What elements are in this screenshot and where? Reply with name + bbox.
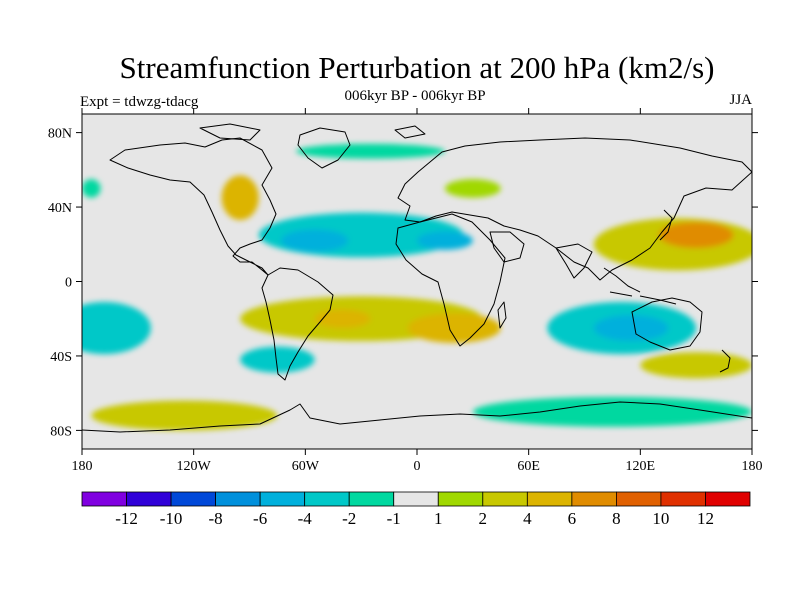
- experiment-label: Expt = tdwzg-tdacg: [80, 94, 199, 110]
- map-background: [82, 114, 752, 449]
- coastline-africa: [395, 213, 506, 347]
- colorbar-label: -8: [209, 509, 223, 528]
- colorbar-swatch: [304, 491, 350, 507]
- colorbar-label: -12: [115, 509, 138, 528]
- plot-title: Streamfunction Perturbation at 200 hPa (…: [119, 50, 715, 85]
- coastline-new-zealand: [719, 349, 731, 373]
- colorbar-swatch: [215, 491, 261, 507]
- colorbar-swatch: [571, 491, 617, 507]
- coastline-arctic-islands: [199, 123, 426, 141]
- colorbar-swatch: [348, 491, 395, 507]
- coastline-madagascar: [497, 301, 507, 329]
- coastline-india: [555, 243, 593, 279]
- lat-tick-label: 80S: [50, 424, 72, 439]
- coastline-north-america: [109, 137, 277, 276]
- colorbar-label: -6: [253, 509, 267, 528]
- colorbar-swatch: [393, 491, 439, 507]
- colorbar-label: 8: [612, 509, 621, 528]
- contour-fields: [82, 143, 752, 431]
- lon-tick-label: 60W: [292, 459, 320, 474]
- contour-n-atlantic-core: [281, 229, 349, 252]
- lon-tick-label: 120E: [626, 459, 656, 474]
- contour-europe-high: [444, 179, 501, 198]
- colorbar-swatch: [705, 491, 751, 507]
- colorbar-label: -1: [387, 509, 401, 528]
- colorbar-swatch: [259, 491, 306, 507]
- contour-japan-core: [658, 221, 734, 249]
- contour-s-atlantic-core: [314, 309, 371, 329]
- colorbar-swatch: [437, 491, 484, 507]
- contour-antarctic-high: [91, 400, 278, 431]
- lat-tick-label: 40N: [48, 201, 72, 216]
- map-panel: 80N 40N 0 40S 80S 180 120W 60W 0 60E 120E 180: [48, 108, 763, 474]
- contour-n-atlantic-band: [296, 143, 445, 159]
- colorbar-label: -4: [298, 509, 313, 528]
- colorbar-label: -2: [342, 509, 356, 528]
- lon-tick-label: 180: [72, 459, 93, 474]
- lon-tick-label: 0: [414, 459, 421, 474]
- colorbar-swatch: [81, 491, 127, 507]
- contour-n-pacific-high: [82, 179, 101, 198]
- coastline-australia: [631, 297, 703, 351]
- colorbar-swatch: [660, 491, 706, 507]
- contour-s-pacific-high: [640, 352, 752, 379]
- contour-s-indian-south-low: [472, 396, 752, 427]
- coastline-eurasia: [397, 137, 752, 281]
- colorbar-label: 6: [568, 509, 577, 528]
- map-axes: 80N 40N 0 40S 80S 180 120W 60W 0 60E 120E 180: [48, 108, 763, 474]
- season-label: JJA: [729, 92, 752, 108]
- contour-sahara-core: [417, 231, 473, 250]
- coastline-south-america: [261, 267, 334, 381]
- lat-tick-label: 0: [65, 276, 72, 291]
- colorbar-swatch: [170, 491, 216, 507]
- colorbar-swatch: [616, 491, 662, 507]
- colorbar-label: 10: [652, 509, 669, 528]
- colorbar-label: 4: [523, 509, 532, 528]
- contour-n-america-high: [221, 175, 259, 221]
- colorbar-swatch: [126, 491, 172, 507]
- contour-africa-high-core: [407, 313, 501, 343]
- contour-aus-core: [593, 315, 669, 342]
- period-label: 006kyr BP - 006kyr BP: [344, 88, 486, 104]
- colorbar-label: 1: [434, 509, 443, 528]
- contour-s-america-south-low: [240, 346, 315, 373]
- lat-tick-label: 40S: [50, 350, 72, 365]
- colorbar-swatch: [526, 491, 573, 507]
- coastline-greenland: [297, 127, 351, 169]
- colorbar-swatch: [482, 491, 528, 507]
- lon-tick-label: 180: [742, 459, 763, 474]
- lon-tick-label: 60E: [517, 459, 540, 474]
- coastlines: [82, 123, 752, 433]
- coastline-japan: [659, 209, 673, 241]
- colorbar-label: 12: [697, 509, 714, 528]
- coastline-antarctica: [82, 401, 752, 433]
- contour-s-pacific-low: [82, 301, 151, 355]
- colorbar: -12 -10 -8 -6 -4 -2 -1 1 2 4 6 8 10 12: [81, 491, 751, 528]
- lat-tick-label: 80N: [48, 127, 72, 142]
- lon-tick-label: 120W: [177, 459, 212, 474]
- colorbar-label: -10: [160, 509, 183, 528]
- colorbar-label: 2: [479, 509, 488, 528]
- coastline-arabia: [489, 231, 525, 263]
